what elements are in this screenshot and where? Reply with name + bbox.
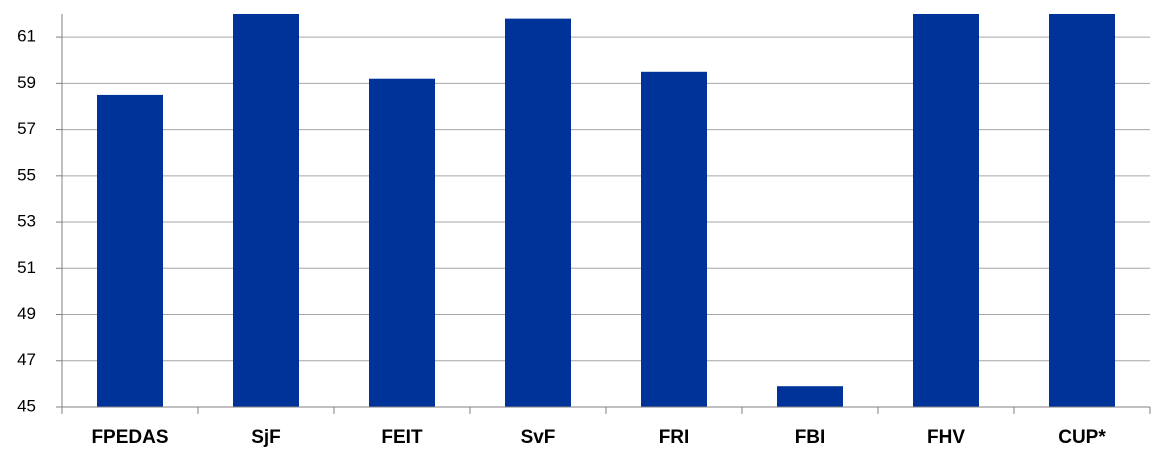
y-tick-label: 57 (17, 119, 36, 138)
x-tick-label: CUP* (1058, 427, 1106, 448)
y-tick-label: 55 (17, 165, 36, 184)
bar (777, 386, 843, 407)
x-tick-label: SjF (251, 427, 281, 448)
bar (641, 71, 707, 407)
y-tick-label: 49 (17, 304, 36, 323)
y-tick-label: 47 (17, 350, 36, 369)
bar (505, 18, 571, 407)
bar (1049, 14, 1115, 407)
bar (913, 14, 979, 407)
x-tick-label: FPEDAS (91, 427, 168, 448)
x-tick-label: FRI (659, 427, 690, 448)
x-tick-label: FBI (795, 427, 826, 448)
bar (233, 14, 299, 407)
bar (97, 94, 163, 407)
x-tick-label: FHV (927, 427, 965, 448)
y-tick-label: 59 (17, 73, 36, 92)
y-tick-label: 45 (17, 396, 36, 415)
bar (369, 78, 435, 408)
y-tick-label: 53 (17, 212, 36, 231)
x-tick-label: FEIT (381, 427, 423, 448)
y-tick-label: 51 (17, 258, 36, 277)
y-tick-label: 61 (17, 27, 36, 46)
x-tick-label: SvF (521, 427, 556, 448)
